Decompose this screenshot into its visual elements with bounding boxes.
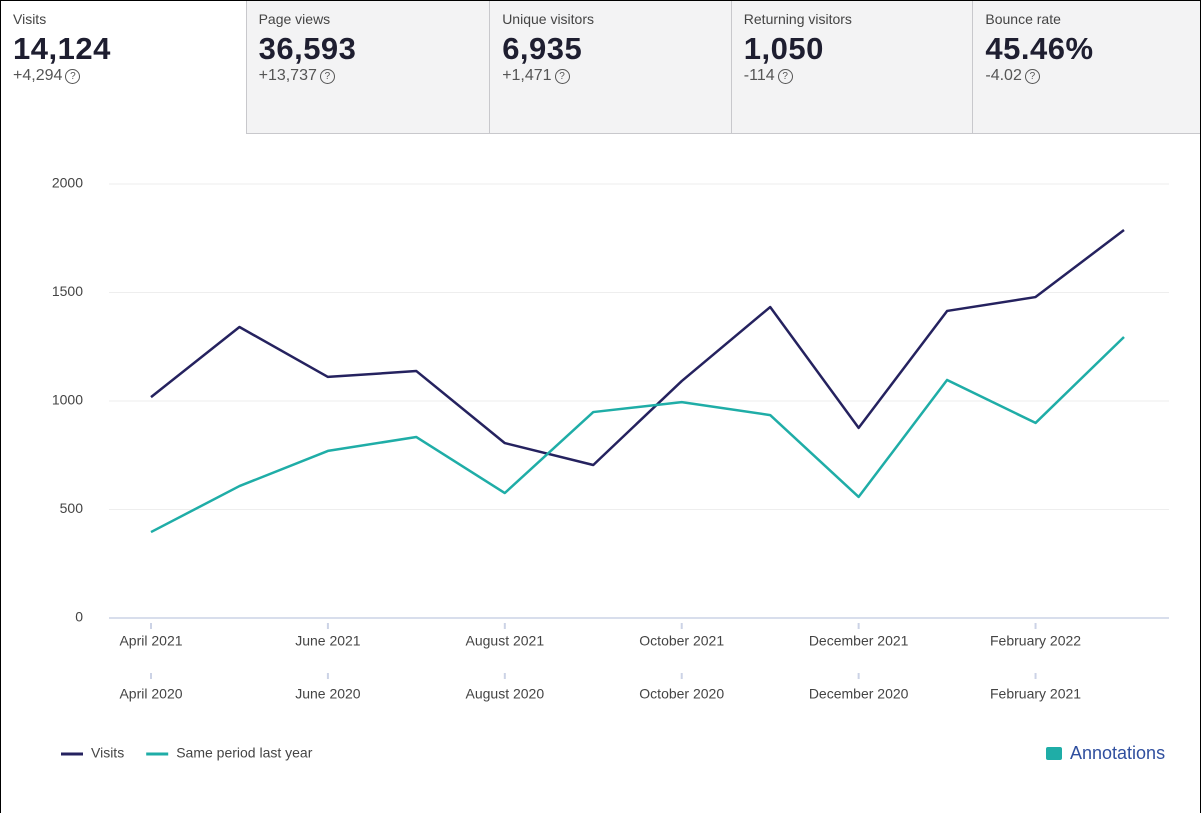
x-tick-label: June 2021 — [295, 633, 361, 649]
metric-change: -4.02 — [985, 67, 1022, 84]
metric-value: 14,124 — [13, 31, 111, 66]
legend-label: Visits — [91, 745, 124, 761]
metric-change: +13,737 — [258, 67, 317, 84]
annotations-icon — [1046, 747, 1062, 760]
x-tick-label: December 2021 — [809, 633, 909, 649]
metric-change-row: -114? — [744, 67, 961, 85]
x-tick-label: August 2020 — [466, 686, 545, 702]
metric-label: Page views — [258, 11, 331, 27]
y-tick-label: 1000 — [52, 392, 83, 408]
series-line — [150, 229, 1125, 467]
annotations-label: Annotations — [1070, 743, 1166, 763]
help-icon: ? — [1024, 69, 1040, 84]
x-tick-label: February 2021 — [990, 686, 1081, 702]
y-tick-label: 0 — [75, 609, 83, 625]
x-tick-label: June 2020 — [295, 686, 361, 702]
x-tick-label: April 2021 — [119, 633, 182, 649]
metric-change-row: +1,471? — [502, 67, 719, 85]
metric-change: +4,294 — [13, 67, 63, 84]
metric-change-row: +13,737? — [259, 67, 478, 85]
metric-value: 36,593 — [258, 31, 357, 66]
metric-tab[interactable]: Returning visitors 1,050 -114? — [730, 1, 973, 134]
metric-label: Returning visitors — [743, 11, 852, 27]
y-tick-label: 2000 — [52, 175, 83, 191]
x-tick-label: April 2020 — [119, 686, 182, 702]
legend-label: Same period last year — [176, 745, 313, 761]
metric-value: 1,050 — [743, 31, 824, 66]
metric-tab[interactable]: Page views 36,593 +13,737? — [245, 1, 490, 134]
y-tick-label: 1500 — [52, 283, 83, 299]
metric-tab[interactable]: Bounce rate 45.46% -4.02? — [972, 1, 1200, 134]
annotations-button[interactable]: Annotations — [1046, 743, 1165, 764]
x-tick-label: February 2022 — [990, 633, 1081, 649]
series-line — [150, 336, 1125, 534]
help-icon: ? — [65, 69, 81, 84]
metric-value: 6,935 — [502, 31, 583, 66]
metric-tab[interactable]: Unique visitors 6,935 +1,471? — [489, 1, 731, 134]
metric-change-row: -4.02? — [985, 67, 1188, 85]
x-tick-label: December 2020 — [809, 686, 909, 702]
metric-label: Bounce rate — [985, 11, 1061, 27]
metric-change: +1,471 — [502, 67, 552, 84]
help-icon: ? — [777, 69, 793, 84]
metric-label: Visits — [13, 11, 47, 27]
x-tick-label: October 2020 — [639, 686, 724, 702]
help-icon: ? — [554, 69, 570, 84]
metric-value: 45.46% — [985, 31, 1094, 66]
help-icon: ? — [319, 69, 335, 84]
x-tick-label: October 2021 — [639, 633, 724, 649]
metric-label: Unique visitors — [502, 11, 595, 27]
metric-change-row: +4,294? — [13, 67, 234, 85]
metric-change: -114 — [743, 67, 775, 84]
x-tick-label: August 2021 — [466, 633, 545, 649]
y-tick-label: 500 — [60, 500, 84, 516]
metric-tabs: Visits 14,124 +4,294? Page views 36,593 +13,7… — [1, 1, 1200, 134]
metric-tab[interactable]: Visits 14,124 +4,294? — [1, 1, 246, 134]
